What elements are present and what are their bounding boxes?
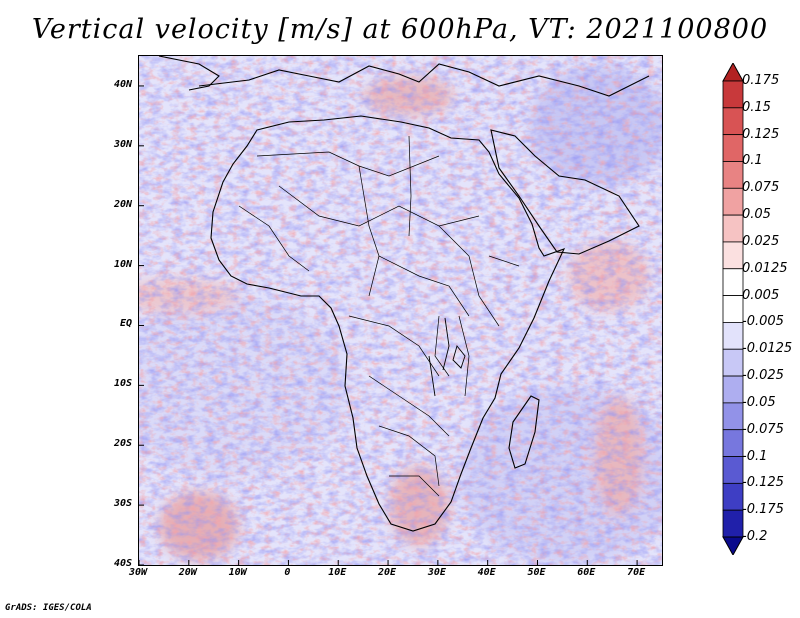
country-borders — [238, 135, 520, 497]
africa-coastline — [210, 115, 566, 532]
lon-tick-label: 10E — [328, 567, 347, 578]
colorbar-top-arrow — [722, 63, 744, 82]
map-plot-area — [138, 55, 663, 566]
lat-tick-label: 30S — [113, 498, 132, 510]
colorbar-tick-label: -0.05 — [742, 394, 776, 410]
colorbar-tick-label: -0.175 — [742, 502, 784, 518]
lon-tick-label: 50E — [527, 567, 546, 578]
lon-tick-label: 20W — [178, 567, 197, 578]
velocity-field-map — [139, 56, 662, 565]
colorbar-segment — [722, 456, 744, 484]
colorbar-tick-label: 0.075 — [742, 180, 780, 196]
coastlines — [158, 56, 650, 532]
colorbar-segment — [722, 187, 744, 216]
europe-coastline — [198, 63, 650, 97]
lon-tick-label: 30W — [128, 567, 148, 578]
lon-tick-label: 40E — [477, 567, 496, 578]
colorbar-segment — [722, 80, 744, 109]
colorbar — [722, 63, 744, 555]
grads-credit: GrADS: IGES/COLA — [5, 603, 92, 613]
colorbar-segment — [722, 482, 744, 511]
colorbar-tick-label: 0.125 — [742, 126, 780, 142]
lat-tick-label: 20N — [113, 198, 132, 210]
arabia-coastline — [490, 129, 640, 255]
lon-tick-label: 30E — [427, 567, 446, 578]
iberia-coastline — [158, 56, 220, 91]
colorbar-segment — [722, 322, 744, 350]
lon-tick-label: 0 — [284, 567, 291, 578]
lat-tick-label: 40N — [113, 78, 132, 90]
colorbar-tick-label: -0.025 — [742, 368, 784, 384]
colorbar-segment — [722, 241, 744, 270]
lon-tick-label: 20E — [378, 567, 397, 578]
colorbar-tick-label: -0.075 — [742, 421, 784, 437]
colorbar-bottom-arrow — [722, 536, 744, 555]
colorbar-tick-label: 0.05 — [742, 207, 771, 223]
colorbar-segment — [722, 375, 744, 404]
colorbar-tick-label: 0.005 — [742, 287, 780, 303]
lon-tick-label: 70E — [627, 567, 646, 578]
colorbar-tick-label: 0.1 — [742, 153, 763, 169]
colorbar-segment — [722, 348, 744, 377]
lakes — [428, 317, 466, 397]
red-noise-texture — [139, 56, 662, 565]
chart-title: Vertical velocity [m/s] at 600hPa, VT: 2… — [31, 14, 769, 45]
colorbar-tick-label: -0.125 — [742, 475, 784, 491]
lat-tick-label: 40S — [113, 558, 132, 569]
lon-tick-label: 60E — [577, 567, 596, 578]
colorbar-segment — [722, 402, 744, 431]
colorbar-tick-label: -0.2 — [742, 529, 768, 544]
colorbar-tick-label: 0.025 — [742, 233, 780, 249]
lat-tick-label: 20S — [113, 438, 132, 450]
colorbar-segment — [722, 295, 744, 323]
lat-tick-label: 10N — [113, 258, 132, 270]
colorbar-tick-label: 0.175 — [742, 73, 780, 88]
colorbar-tick-label: 0.15 — [742, 99, 771, 115]
colorbar-segment — [722, 134, 744, 162]
colorbar-segment — [722, 161, 744, 189]
colorbar-segment — [722, 107, 744, 136]
colorbar-segment — [722, 268, 744, 296]
lat-tick-label: 10S — [113, 378, 132, 390]
lon-tick-label: 10W — [228, 567, 247, 578]
colorbar-tick-label: 0.0125 — [742, 260, 788, 276]
colorbar-tick-label: -0.0125 — [742, 341, 793, 357]
madagascar-coastline — [508, 395, 540, 469]
colorbar-segment — [722, 429, 744, 457]
colorbar-segment — [722, 214, 744, 243]
colorbar-tick-label: -0.1 — [742, 448, 768, 464]
lat-tick-label: EQ — [119, 318, 132, 330]
colorbar-tick-label: -0.005 — [742, 314, 784, 330]
colorbar-segment — [722, 509, 744, 538]
lat-tick-label: 30N — [113, 138, 132, 150]
